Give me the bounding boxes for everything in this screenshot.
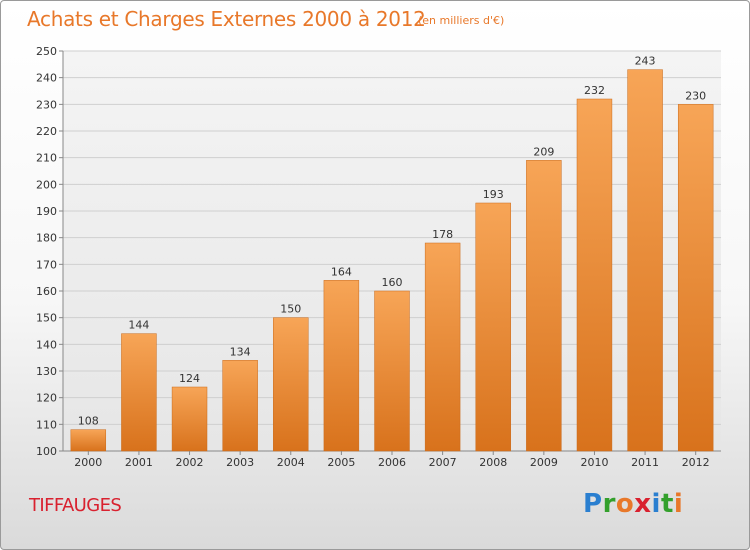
data-label: 164 <box>331 265 352 278</box>
data-label: 209 <box>533 145 554 158</box>
data-label: 160 <box>382 276 403 289</box>
bar <box>424 242 461 452</box>
data-label: 108 <box>78 415 99 428</box>
data-label: 134 <box>230 345 251 358</box>
x-tick-label: 2003 <box>226 456 254 469</box>
bar <box>70 429 107 452</box>
proxiti-logo[interactable]: Proxiti <box>583 489 683 519</box>
y-tick-label: 140 <box>36 338 57 351</box>
logo-letter: r <box>602 489 616 519</box>
x-tick-label: 2011 <box>631 456 659 469</box>
y-tick-label: 190 <box>36 205 57 218</box>
data-label: 232 <box>584 84 605 97</box>
chart-subtitle: (en milliers d'€) <box>418 14 505 27</box>
bar <box>627 69 663 452</box>
x-tick-label: 2002 <box>176 456 204 469</box>
data-label: 230 <box>685 89 706 102</box>
data-label: 193 <box>483 188 504 201</box>
bar <box>171 386 208 452</box>
data-label: 144 <box>128 319 149 332</box>
bar <box>273 317 309 452</box>
x-tick-label: 2006 <box>378 456 406 469</box>
bar <box>121 333 157 452</box>
y-tick-label: 170 <box>36 258 57 271</box>
y-tick-label: 110 <box>36 418 57 431</box>
logo-letter: t <box>660 489 674 519</box>
commune-name: TIFFAUGES <box>29 495 122 516</box>
y-tick-label: 180 <box>36 232 57 245</box>
x-tick-label: 2004 <box>277 456 305 469</box>
data-label: 124 <box>179 372 200 385</box>
logo-letter: P <box>583 489 603 519</box>
data-label: 243 <box>635 55 656 68</box>
bar <box>222 360 258 452</box>
bar <box>323 280 360 452</box>
y-tick-label: 120 <box>36 392 57 405</box>
bar <box>576 98 613 452</box>
y-tick-label: 150 <box>36 312 57 325</box>
y-tick-label: 200 <box>36 178 57 191</box>
data-label: 150 <box>280 303 301 316</box>
y-tick-label: 230 <box>36 98 57 111</box>
chart-title: Achats et Charges Externes 2000 à 2012 <box>27 7 426 31</box>
y-tick-label: 210 <box>36 152 57 165</box>
x-tick-label: 2008 <box>479 456 507 469</box>
logo-letter: i <box>673 489 684 519</box>
x-tick-label: 2009 <box>530 456 558 469</box>
x-tick-label: 2001 <box>125 456 153 469</box>
bar <box>677 104 714 452</box>
data-label: 178 <box>432 228 453 241</box>
bar <box>475 202 511 452</box>
logo-letter: i <box>651 489 661 519</box>
x-tick-label: 2012 <box>682 456 710 469</box>
bar <box>374 290 410 452</box>
y-tick-label: 240 <box>36 72 57 85</box>
logo-letter: o <box>615 489 635 519</box>
y-tick-label: 250 <box>36 45 57 58</box>
bar <box>526 160 562 452</box>
y-tick-label: 220 <box>36 125 57 138</box>
x-tick-label: 2000 <box>74 456 102 469</box>
y-tick-label: 130 <box>36 365 57 378</box>
y-tick-label: 160 <box>36 285 57 298</box>
x-tick-label: 2007 <box>429 456 457 469</box>
logo-letter: x <box>634 489 652 519</box>
y-tick-label: 100 <box>36 445 57 458</box>
x-tick-label: 2010 <box>580 456 608 469</box>
x-tick-label: 2005 <box>327 456 355 469</box>
